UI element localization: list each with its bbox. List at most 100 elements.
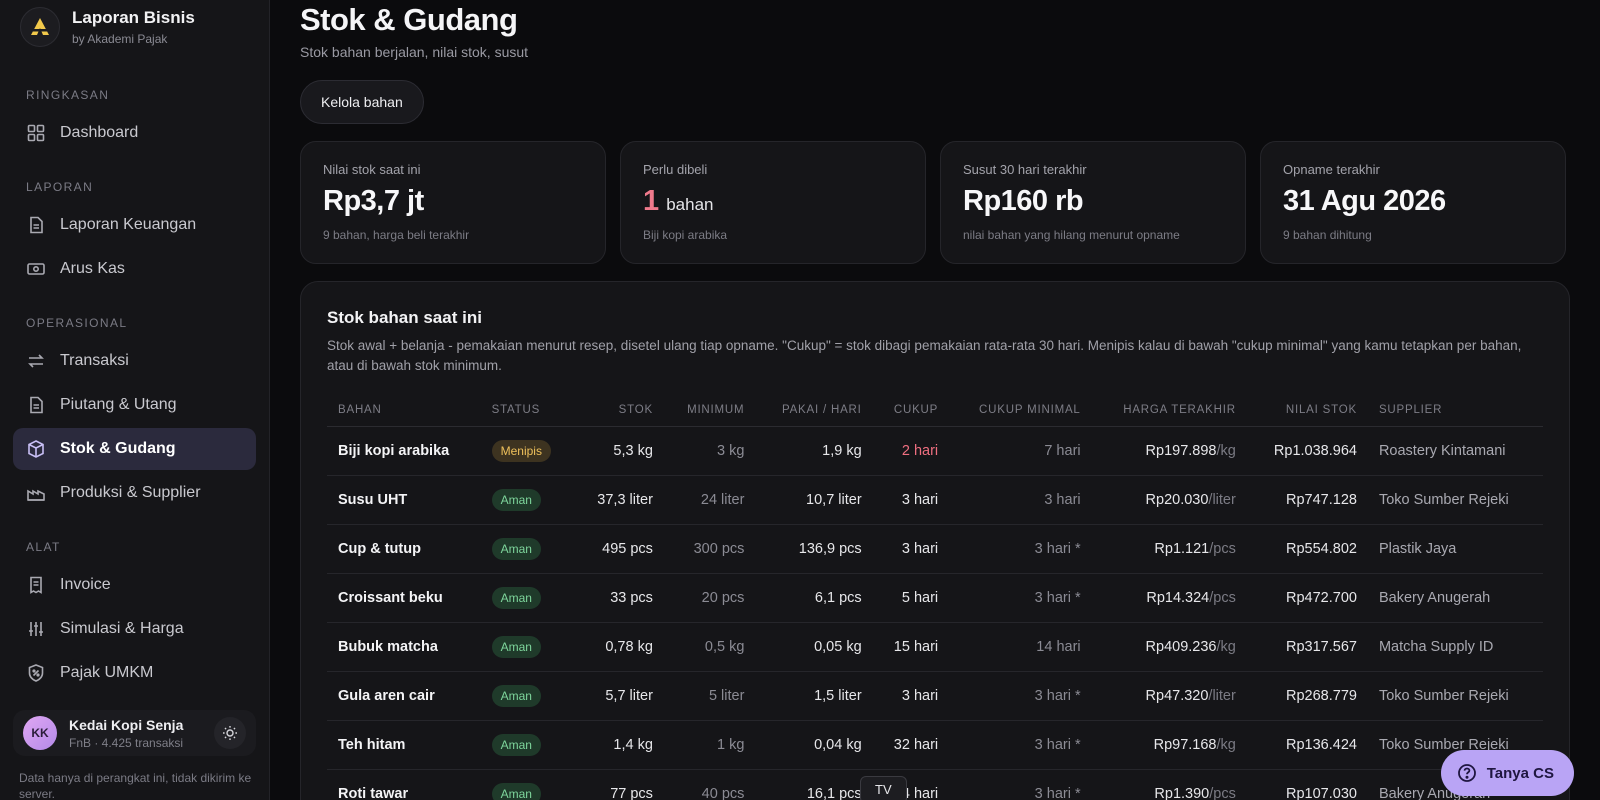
stat-label: Opname terakhir: [1283, 162, 1380, 177]
help-circle-icon: [1457, 764, 1476, 782]
cell-nilai-stok: Rp472.700: [1246, 573, 1368, 623]
brand-title: Laporan Bisnis: [72, 8, 195, 27]
cell-status: Aman: [480, 720, 575, 770]
column-header[interactable]: STATUS: [480, 394, 575, 427]
cell-minimum: 20 pcs: [663, 573, 756, 623]
stock-table: BAHAN STATUS STOK MINIMUM PAKAI / HARI C…: [327, 394, 1543, 800]
harga-unit: /kg: [1216, 639, 1236, 655]
cell-cukup-minimal: 3 hari *: [949, 769, 1092, 800]
sidebar-item-pajak-umkm[interactable]: Pajak UMKM: [13, 652, 256, 694]
cell-bahan: Susu UHT: [327, 475, 481, 525]
tanya-cs-button[interactable]: Tanya CS: [1440, 750, 1574, 796]
stat-card-perlu-dibeli: Perlu dibeli 1 bahan Biji kopi arabika: [620, 141, 926, 264]
sidebar-item-arus-kas[interactable]: Arus Kas: [13, 248, 256, 290]
sidebar-item-piutang-utang[interactable]: Piutang & Utang: [13, 384, 256, 426]
factory-icon: [27, 489, 45, 501]
brand[interactable]: Laporan Bisnis by Akademi Pajak: [0, 0, 269, 54]
table-header-row: BAHAN STATUS STOK MINIMUM PAKAI / HARI C…: [327, 394, 1543, 427]
cell-pakai-hari: 6,1 pcs: [755, 573, 873, 623]
cell-bahan: Biji kopi arabika: [327, 426, 481, 476]
cell-harga-terakhir: Rp1.390/pcs: [1091, 769, 1247, 800]
sidebar-item-label: Laporan Keuangan: [60, 216, 197, 233]
transfer-icon: [28, 354, 44, 368]
sidebar-item-simulasi-harga[interactable]: Simulasi & Harga: [13, 608, 256, 650]
cell-stok: 5,7 liter: [574, 671, 664, 721]
panel-title: Stok bahan saat ini: [327, 308, 482, 327]
column-header[interactable]: MINIMUM: [663, 394, 756, 427]
cell-nilai-stok: Rp136.424: [1246, 720, 1368, 770]
stat-card-nilai-stok: Nilai stok saat ini Rp3,7 jt 9 bahan, ha…: [300, 141, 606, 264]
cell-bahan: Gula aren cair: [327, 671, 481, 721]
cell-cukup-minimal: 3 hari: [949, 475, 1092, 525]
dashboard-icon: [27, 124, 45, 142]
column-header[interactable]: CUKUP MINIMAL: [949, 394, 1092, 427]
sidebar-item-transaksi[interactable]: Transaksi: [13, 340, 256, 382]
table-row[interactable]: Cup & tutup Aman 495 pcs 300 pcs 136,9 pcs 3 …: [327, 524, 1543, 574]
cell-minimum: 40 pcs: [663, 769, 756, 800]
sliders-icon: [29, 622, 43, 636]
theme-toggle-button[interactable]: [214, 717, 246, 749]
stat-note: Biji kopi arabika: [643, 228, 728, 242]
cell-pakai-hari: 0,04 kg: [755, 720, 873, 770]
stat-value: 1 bahan: [643, 185, 903, 218]
user-card[interactable]: KK Kedai Kopi Senja FnB · 4.425 transaks…: [13, 710, 256, 756]
document-icon: [30, 396, 43, 414]
sidebar-item-produksi-supplier[interactable]: Produksi & Supplier: [13, 472, 256, 514]
cell-status: Aman: [480, 475, 575, 525]
cell-nilai-stok: Rp1.038.964: [1246, 426, 1368, 476]
harga-value: Rp97.168: [1153, 737, 1217, 753]
sidebar-item-laporan-keuangan[interactable]: Laporan Keuangan: [13, 204, 256, 246]
table-row[interactable]: Croissant beku Aman 33 pcs 20 pcs 6,1 pcs 5 h…: [327, 573, 1543, 623]
harga-unit: /kg: [1216, 737, 1236, 753]
cell-cukup: 3 hari: [872, 524, 950, 574]
sidebar: Laporan Bisnis by Akademi Pajak RINGKASA…: [0, 0, 270, 800]
cell-cukup: 32 hari: [872, 720, 950, 770]
cell-minimum: 300 pcs: [663, 524, 756, 574]
harga-unit: /pcs: [1209, 590, 1236, 606]
stats-row: Nilai stok saat ini Rp3,7 jt 9 bahan, ha…: [300, 141, 1570, 264]
cell-pakai-hari: 16,1 pcs: [755, 769, 873, 800]
cell-nilai-stok: Rp747.128: [1246, 475, 1368, 525]
table-row[interactable]: Bubuk matcha Aman 0,78 kg 0,5 kg 0,05 kg 15 h…: [327, 622, 1543, 672]
cell-supplier: Matcha Supply ID: [1367, 622, 1543, 672]
sidebar-item-dashboard[interactable]: Dashboard: [13, 112, 256, 154]
kelola-bahan-button[interactable]: Kelola bahan: [300, 80, 424, 124]
column-header[interactable]: HARGA TERAKHIR: [1091, 394, 1247, 427]
stat-note: 9 bahan, harga beli terakhir: [323, 228, 470, 242]
table-row[interactable]: Roti tawar Aman 77 pcs 40 pcs 16,1 pcs 4 hari…: [327, 769, 1543, 800]
table-row[interactable]: Biji kopi arabika Menipis 5,3 kg 3 kg 1,9 kg…: [327, 426, 1543, 476]
cell-status: Aman: [480, 769, 575, 800]
tax-shield-icon: [28, 664, 44, 682]
cell-minimum: 5 liter: [663, 671, 756, 721]
column-header[interactable]: SUPPLIER: [1367, 394, 1543, 427]
sidebar-item-label: Invoice: [60, 576, 111, 593]
user-name: Kedai Kopi Senja: [69, 716, 184, 733]
tanya-cs-label: Tanya CS: [1486, 764, 1554, 782]
sidebar-item-label: Pajak UMKM: [60, 664, 154, 681]
status-badge: Aman: [491, 489, 541, 511]
box-icon: [28, 440, 44, 458]
column-header[interactable]: BAHAN: [327, 394, 481, 427]
status-badge: Aman: [491, 538, 541, 560]
column-header[interactable]: NILAI STOK: [1246, 394, 1368, 427]
sidebar-item-label: Piutang & Utang: [60, 396, 177, 413]
column-header[interactable]: PAKAI / HARI: [755, 394, 873, 427]
cell-status: Aman: [480, 622, 575, 672]
cell-bahan: Cup & tutup: [327, 524, 481, 574]
user-meta: FnB · 4.425 transaksi: [69, 735, 184, 750]
table-row[interactable]: Teh hitam Aman 1,4 kg 1 kg 0,04 kg 32 hari 3 h…: [327, 720, 1543, 770]
sidebar-item-invoice[interactable]: Invoice: [13, 564, 256, 606]
tooltip: TV: [860, 776, 907, 800]
table-row[interactable]: Susu UHT Aman 37,3 liter 24 liter 10,7 liter…: [327, 475, 1543, 525]
harga-value: Rp14.324: [1146, 590, 1210, 606]
column-header[interactable]: STOK: [574, 394, 664, 427]
sidebar-item-stok-gudang[interactable]: Stok & Gudang: [13, 428, 256, 470]
cell-harga-terakhir: Rp1.121/pcs: [1091, 524, 1247, 574]
cell-harga-terakhir: Rp409.236/kg: [1091, 622, 1247, 672]
stat-value-number: 1: [643, 185, 659, 217]
cell-harga-terakhir: Rp97.168/kg: [1091, 720, 1247, 770]
table-row[interactable]: Gula aren cair Aman 5,7 liter 5 liter 1,5 li…: [327, 671, 1543, 721]
cell-nilai-stok: Rp317.567: [1246, 622, 1368, 672]
column-header[interactable]: CUKUP: [872, 394, 950, 427]
cell-status: Aman: [480, 524, 575, 574]
